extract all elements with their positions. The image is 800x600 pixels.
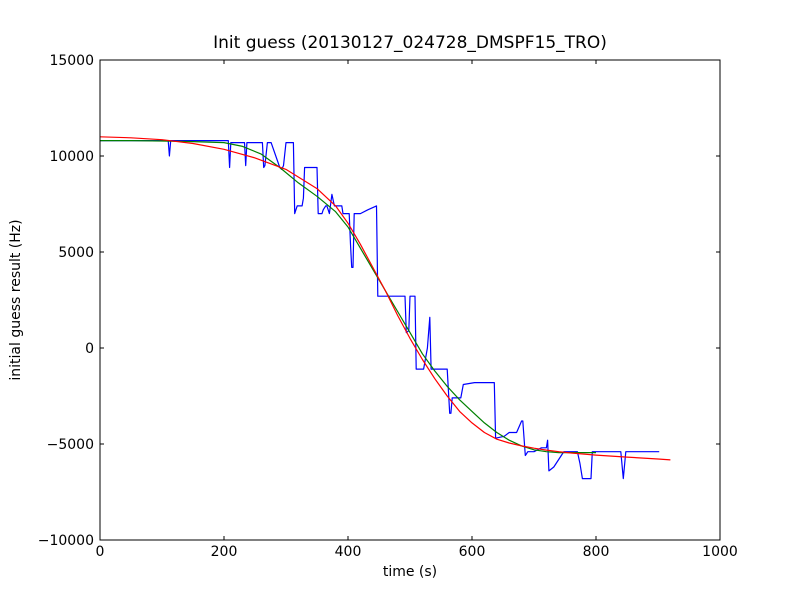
series-line-2 [100, 140, 596, 454]
x-tick-label: 400 [335, 544, 362, 560]
x-tick-label: 200 [211, 544, 238, 560]
y-tick-label: 0 [85, 341, 94, 357]
x-tick-label: 800 [583, 544, 610, 560]
chart-title: Init guess (20130127_024728_DMSPF15_TRO) [213, 33, 607, 53]
x-tick-label: 600 [459, 544, 486, 560]
y-axis-label: initial guess result (Hz) [8, 219, 24, 380]
tick-layer: 0 200 400 600 800 1000 −10000 −5000 0 5000 10000 15… [38, 53, 738, 560]
series-layer [99, 136, 671, 480]
y-tick-label: 10000 [49, 149, 94, 165]
y-tick-label: 5000 [58, 245, 94, 261]
plot-frame [99, 59, 721, 541]
y-tick-label: −5000 [47, 437, 94, 453]
x-axis-label: time (s) [383, 564, 437, 580]
x-tick-label: 1000 [702, 544, 738, 560]
y-tick-label: −10000 [38, 533, 94, 549]
series-line-3 [99, 136, 671, 461]
y-tick-label: 15000 [49, 53, 94, 69]
x-tick-label: 0 [96, 544, 105, 560]
